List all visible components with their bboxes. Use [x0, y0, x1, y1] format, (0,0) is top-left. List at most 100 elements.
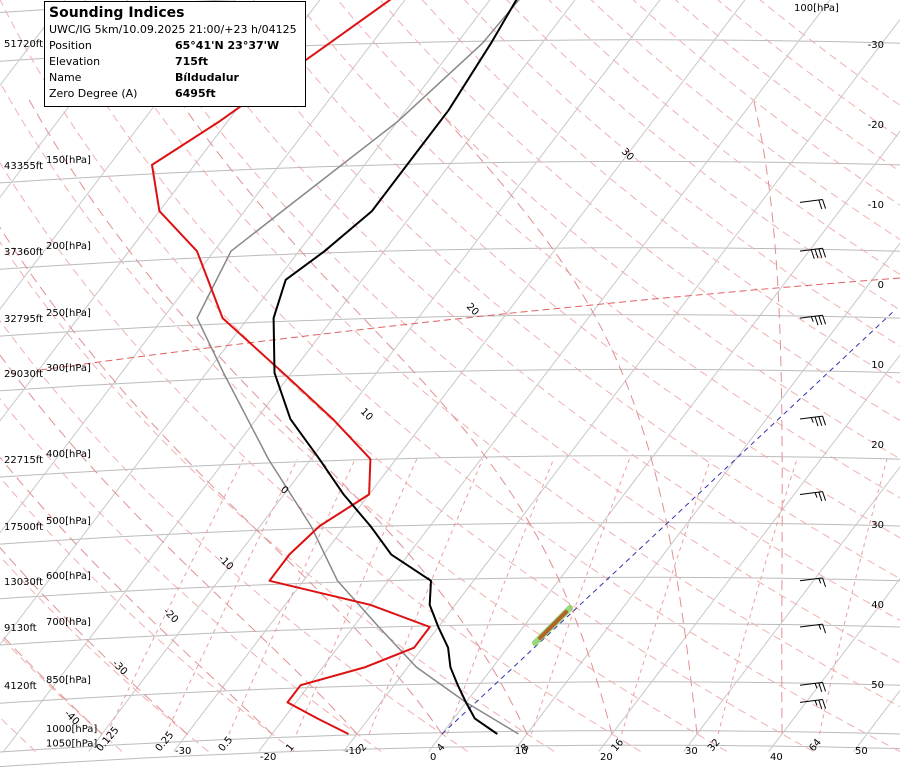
dry-adiabat-line	[41, 0, 900, 752]
mixing-ratio-label: 64	[807, 737, 824, 754]
isobar-line	[0, 730, 900, 753]
mixing-ratio-line	[446, 458, 555, 735]
wind-barb	[799, 247, 827, 259]
dry-adiabat-line	[759, 0, 900, 106]
isotherm-line	[0, 0, 491, 646]
temperature-curve	[272, 0, 518, 735]
trajectory-line	[441, 309, 896, 735]
isotherm-bottom-label: 30	[685, 746, 698, 757]
info-key: Zero Degree (A)	[49, 87, 138, 100]
barb-flag	[822, 682, 827, 692]
barb-flag	[822, 491, 827, 501]
dry-adiabat-line	[337, 0, 900, 460]
isotherm-line	[598, 354, 900, 752]
moist-adiabat-line	[0, 354, 358, 735]
dry-adiabat-line	[632, 0, 900, 206]
mixing-ratio-line	[819, 458, 888, 735]
dry-adiabat-line	[590, 0, 900, 241]
isotherm-line	[343, 18, 900, 752]
barb-half-flag	[810, 316, 814, 322]
barb-flag	[822, 623, 827, 634]
dry-adiabat-line	[0, 162, 641, 752]
barb-flag	[818, 315, 823, 325]
barb-staff	[799, 491, 823, 495]
altitude-label: 37360ft	[4, 247, 43, 258]
mixing-ratio-label: 8	[519, 742, 532, 754]
mixing-ratio-lines	[106, 458, 888, 735]
dry-adiabat-line	[506, 0, 900, 311]
isotherm-bottom-label: 20	[600, 752, 613, 763]
pressure-label: 200[hPa]	[46, 241, 91, 252]
mixing-ratio-line	[717, 458, 798, 735]
barb-flag	[814, 416, 819, 427]
isotherm-line	[853, 689, 900, 752]
dry-adiabat-line	[379, 0, 900, 422]
wind-barb	[799, 199, 827, 210]
moist-adiabat-lines	[0, 97, 783, 735]
mixing-ratio-label: 2	[357, 742, 370, 754]
altitude-label: 32795ft	[4, 314, 43, 325]
freezing-line	[39, 277, 900, 371]
mixing-ratio-line	[228, 458, 356, 735]
info-key: Position	[49, 39, 92, 52]
isotherm-bottom-label: -30	[175, 746, 191, 757]
barb-flag	[814, 316, 819, 326]
barb-half-flag	[814, 700, 818, 706]
top-pressure-label: 100[hPa]	[794, 3, 839, 14]
moist-adiabat-line	[0, 226, 443, 735]
dry-adiabat-line	[717, 0, 900, 139]
moist-adiabat-line	[0, 546, 188, 735]
barb-half-flag	[814, 492, 818, 498]
trajectory-dashed-line	[441, 309, 896, 735]
dry-adiabat-line	[421, 0, 900, 384]
dry-adiabat-lines	[0, 0, 900, 752]
barb-half-flag	[818, 624, 822, 630]
barb-flag	[822, 416, 827, 426]
dry-adiabat-line	[295, 0, 900, 499]
isotherm-bottom-label: 0	[430, 752, 436, 763]
barb-flag	[818, 416, 823, 426]
altitude-label: 29030ft	[4, 369, 43, 380]
isotherm-right-label: -20	[868, 120, 884, 131]
isobar-line	[0, 744, 900, 768]
dry-adiabat-line	[0, 398, 382, 752]
ascent-segment	[538, 610, 568, 640]
freezing-level-line	[39, 277, 900, 371]
moist-adiabat-label: 20	[464, 301, 481, 318]
profile-curves	[151, 0, 520, 735]
mixing-ratio-line	[165, 458, 298, 735]
dry-adiabat-line	[0, 0, 814, 752]
altitude-label: 4120ft	[4, 681, 37, 692]
altitude-label: 13030ft	[4, 577, 43, 588]
dry-adiabat-line	[675, 0, 900, 172]
moist-adiabat-label: -30	[110, 658, 129, 677]
mixing-ratio-label: 1	[284, 742, 297, 754]
pressure-label: 400[hPa]	[46, 449, 91, 460]
dry-adiabat-line	[0, 476, 296, 752]
barb-flag	[822, 248, 827, 258]
isotherm-line	[88, 0, 661, 752]
isotherm-line	[3, 0, 576, 752]
info-key: Name	[49, 71, 82, 84]
wind-barb	[799, 491, 827, 502]
isotherm-bottom-label: 50	[855, 746, 868, 757]
mixing-ratio-label: 4	[435, 742, 448, 754]
dry-adiabat-line	[548, 0, 900, 276]
info-value: 65°41'N 23°37'W	[175, 39, 280, 52]
wind-barb	[799, 623, 827, 634]
isotherm-line	[0, 0, 236, 310]
isobar-line	[0, 160, 900, 184]
isotherm-line	[428, 130, 900, 752]
mixing-ratio-label: 0.5	[217, 735, 236, 754]
isobar-line	[0, 368, 900, 392]
info-key: Elevation	[49, 55, 101, 68]
isotherm-bottom-label: 10	[515, 746, 528, 757]
info-row-elevation: Elevation 715ft	[49, 54, 301, 70]
wind-barb	[799, 314, 827, 326]
altitude-label: 22715ft	[4, 455, 43, 466]
moist-adiabat-line	[427, 97, 698, 735]
isotherm-bottom-label: -10	[345, 746, 361, 757]
altitude-label: 59010ft	[4, 0, 43, 1]
